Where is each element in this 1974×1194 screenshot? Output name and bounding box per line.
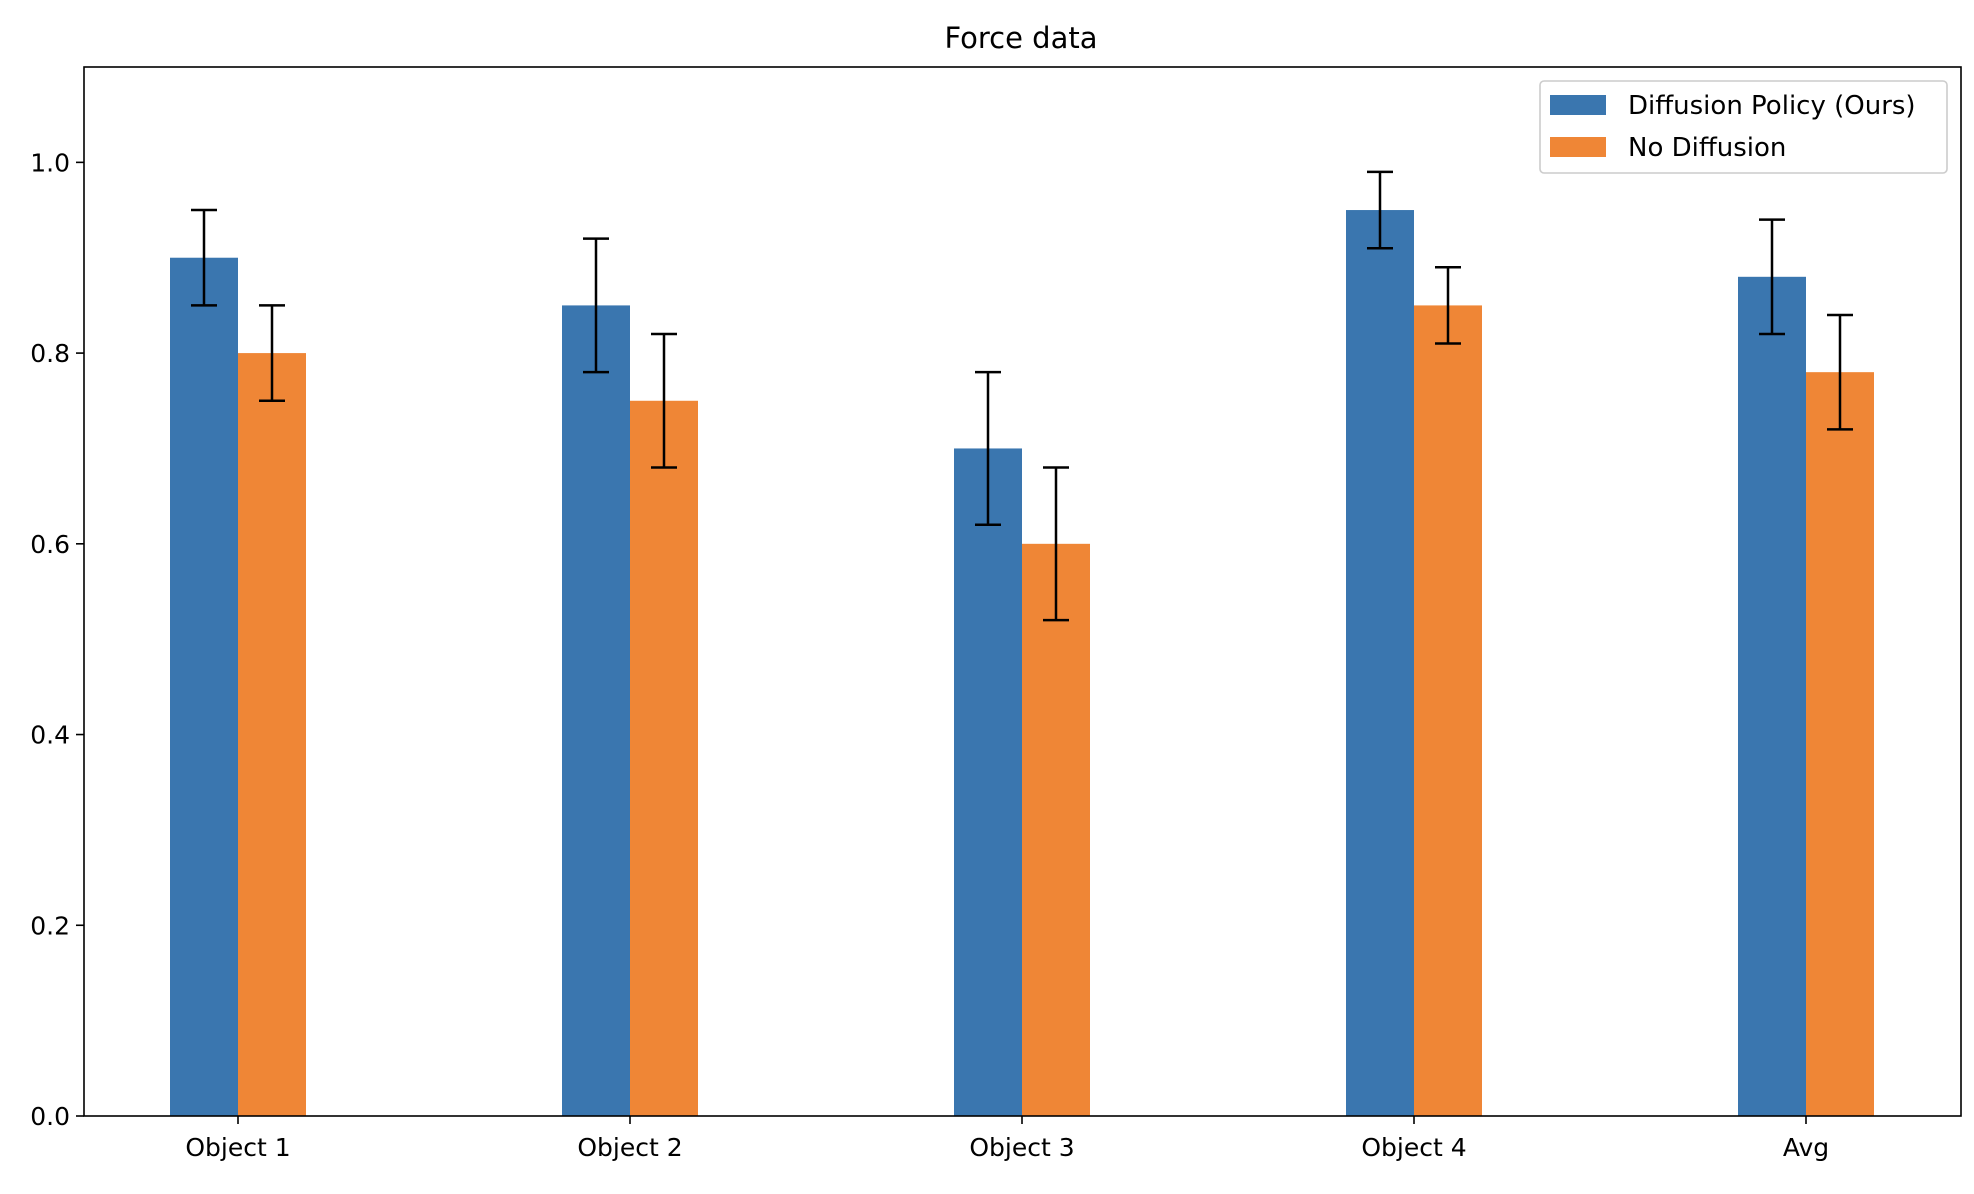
x-tick-label: Avg (1783, 1133, 1829, 1162)
y-tick-label: 0.4 (30, 721, 70, 750)
legend-swatch (1550, 137, 1606, 157)
bar-diffusion-policy (170, 257, 238, 1116)
x-axis: Object 1 Object 2 Object 3 Object 4 Avg (185, 1116, 1829, 1162)
y-tick-label: 1.0 (30, 148, 70, 177)
bar-diffusion-policy (1346, 210, 1414, 1116)
bar-no-diffusion (630, 400, 698, 1117)
y-axis: 0.0 0.2 0.4 0.6 0.8 1.0 (30, 148, 84, 1131)
x-tick-label: Object 4 (1361, 1133, 1466, 1162)
bar-diffusion-policy (562, 305, 630, 1117)
y-tick-label: 0.0 (30, 1102, 70, 1131)
legend-label: Diffusion Policy (Ours) (1628, 91, 1916, 121)
bar-no-diffusion (238, 353, 306, 1116)
y-tick-label: 0.6 (30, 530, 70, 559)
bars (170, 210, 1874, 1117)
legend-box (1539, 80, 1948, 174)
bar-no-diffusion (1414, 305, 1482, 1117)
legend-label: No Diffusion (1628, 133, 1786, 163)
axes-frame (83, 66, 1962, 1117)
bar-diffusion-policy (1738, 276, 1806, 1116)
error-bars (191, 170, 1853, 622)
bar-no-diffusion (1806, 372, 1874, 1116)
x-tick-label: Object 3 (969, 1133, 1074, 1162)
legend-swatch (1550, 95, 1606, 115)
y-tick-label: 0.2 (30, 911, 70, 940)
chart-title: Force data (944, 21, 1097, 55)
x-tick-label: Object 1 (185, 1133, 290, 1162)
bar-diffusion-policy (954, 448, 1022, 1116)
bar-no-diffusion (1022, 543, 1090, 1116)
x-tick-label: Object 2 (577, 1133, 682, 1162)
legend: Diffusion Policy (Ours) No Diffusion (1539, 80, 1948, 174)
y-tick-label: 0.8 (30, 339, 70, 368)
